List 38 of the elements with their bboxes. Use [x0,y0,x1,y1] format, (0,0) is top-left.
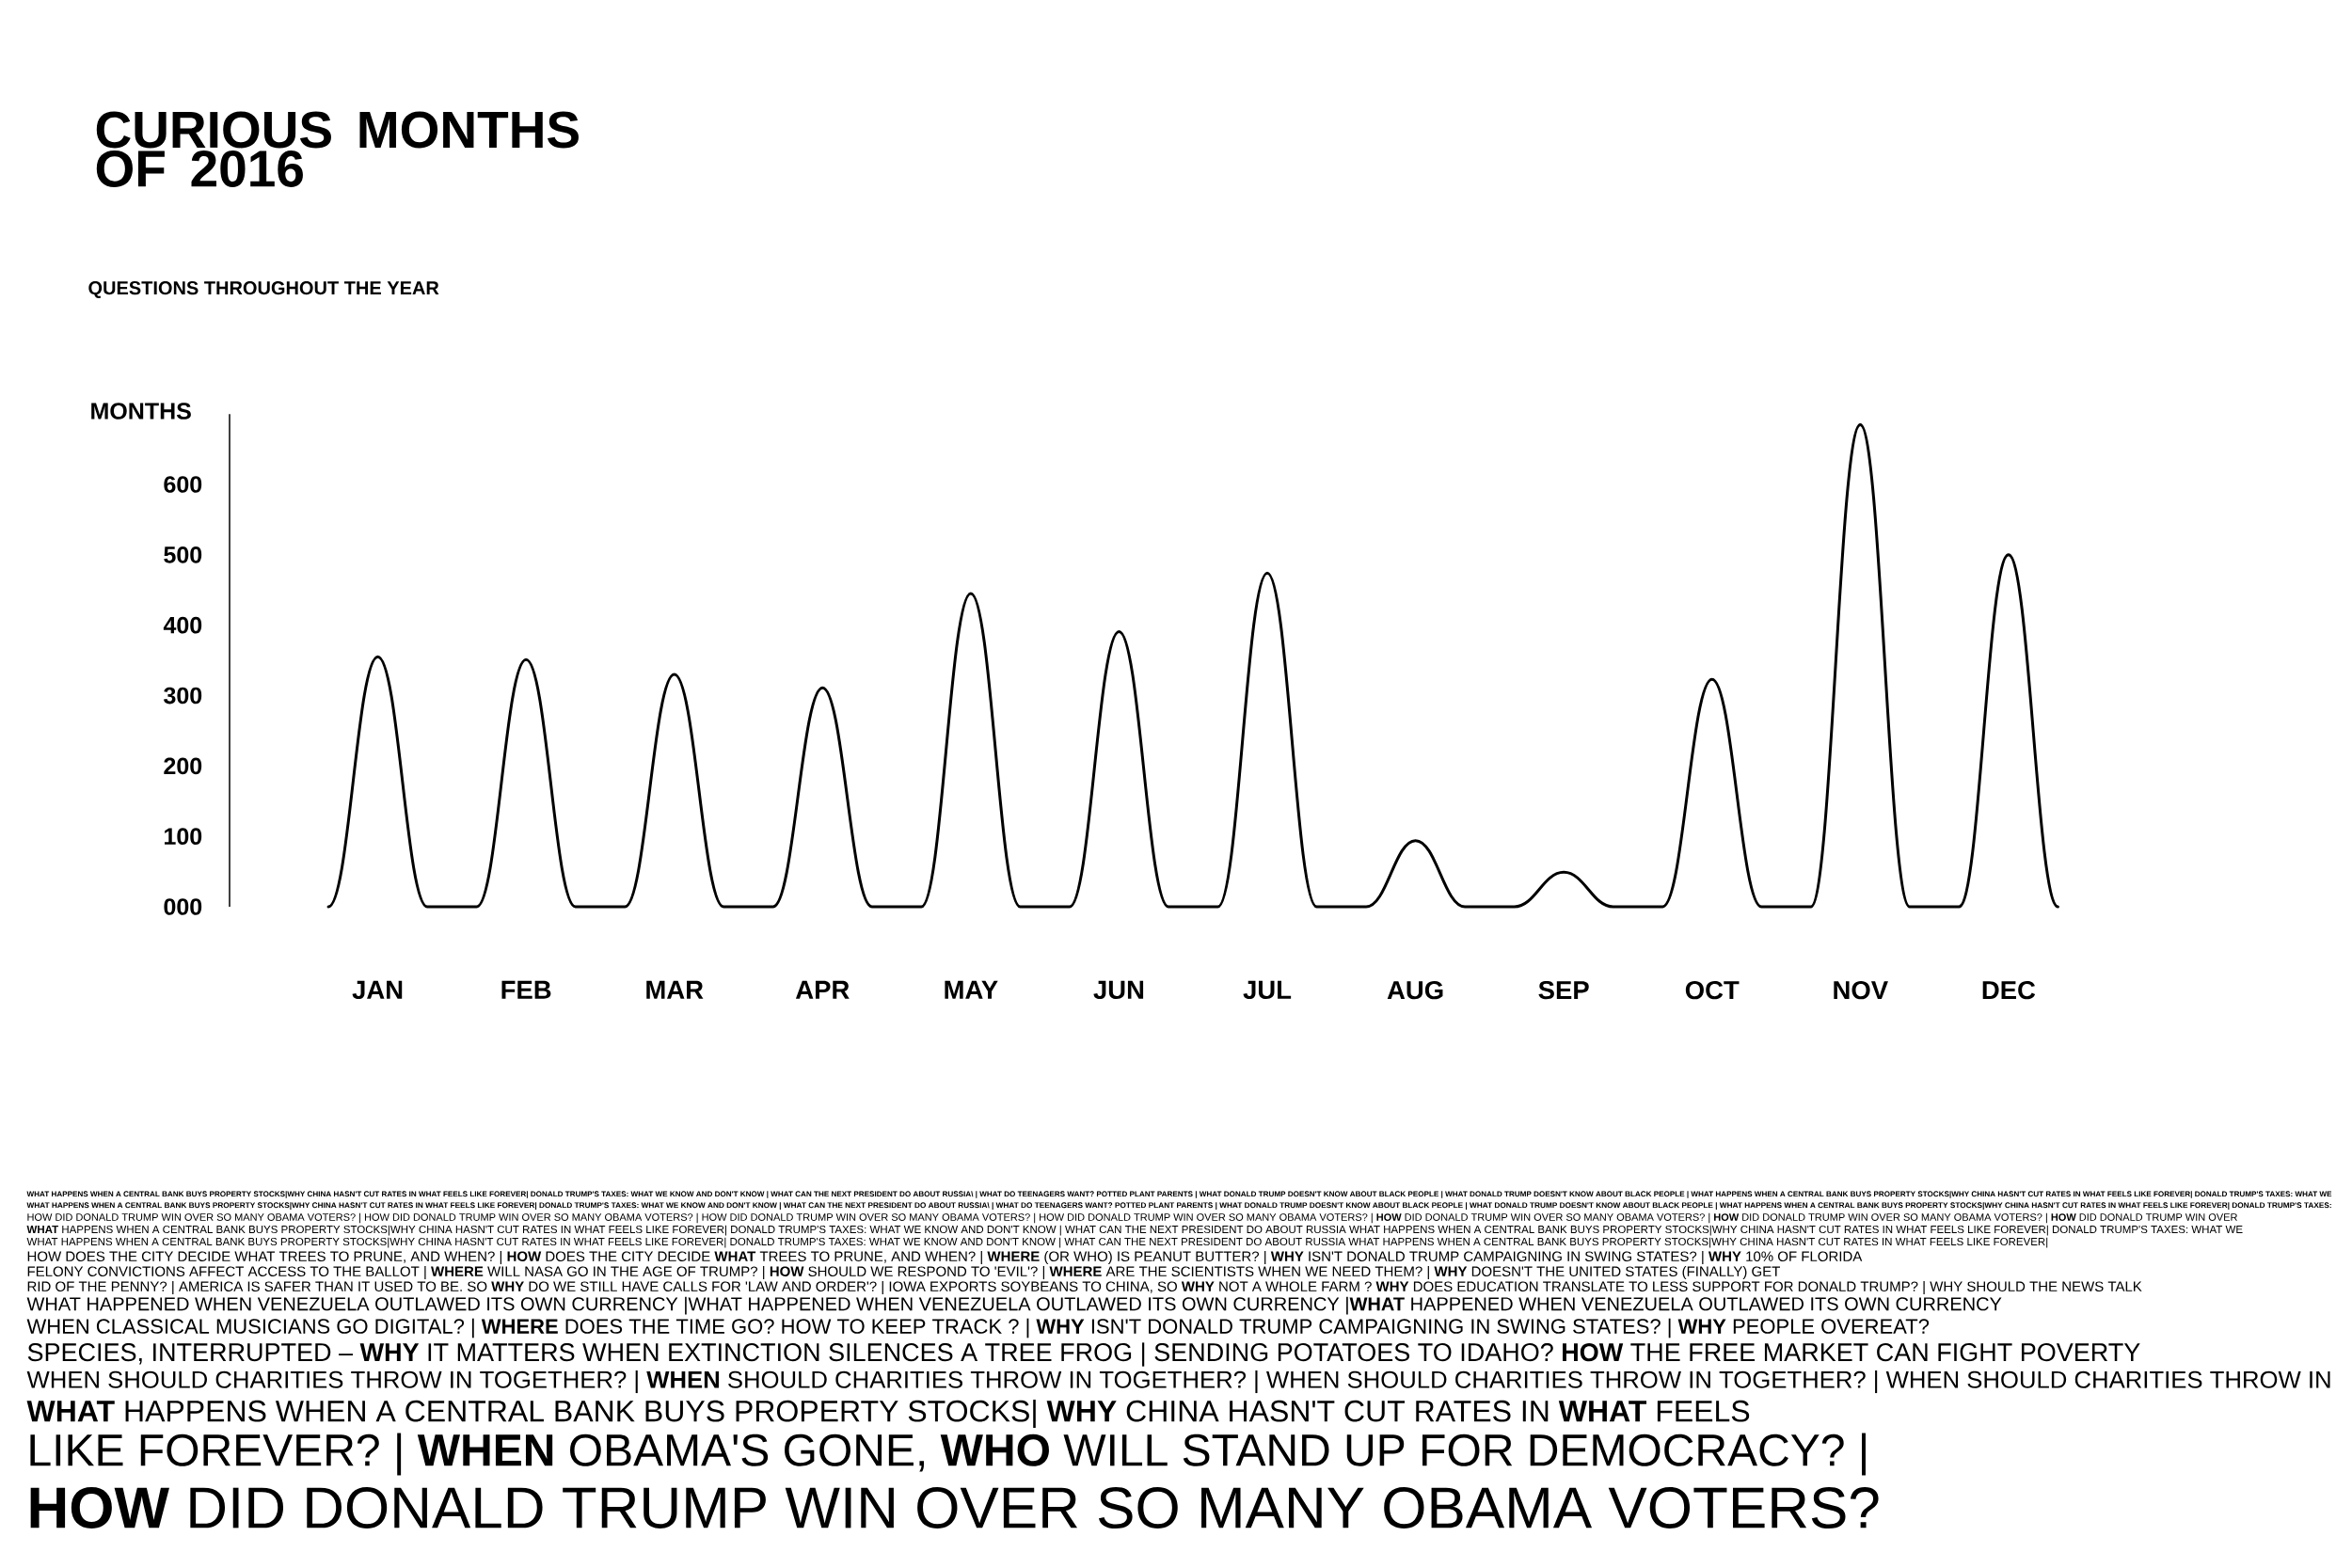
text: FELONY CONVICTIONS AFFECT ACCESS TO THE BALLOT | WHERE WILL NASA GO IN THE AGE OF TRUMP? | HOW SHOULD WE RESPOND TO 'EVIL'? | WHERE ARE THE SCIENTISTS WHEN WE NEED THEM? | WHY DOESN'T THE UNITED STATES (FINALLY) GET [27,1265,1780,1280]
y-tick-label: 400 [163,616,202,634]
line-series [326,422,2059,909]
y-tick-label: 000 [164,898,202,915]
x-tick-label: JAN [352,980,403,1000]
y-tick-label: 600 [164,476,202,493]
chart-title: CURIOUS MONTHS OF 2016 [96,111,579,187]
text: WHEN SHOULD CHARITIES THROW IN TOGETHER? | WHEN SHOULD CHARITIES THROW IN TOGETHER? | WHEN SHOULD CHARITIES THROW IN TOGETHER? | WHEN SHOULD CHARITIES THROW IN [26,1370,2330,1394]
y-tick-label: 300 [164,687,202,705]
y-tick-label: 100 [165,828,202,846]
y-tick-label: 500 [164,546,202,563]
text: WHEN CLASSICAL MUSICIANS GO DIGITAL? | WHERE DOES THE TIME GO? HOW TO KEEP TRACK ? | WHY ISN'T DONALD TRUMP CAMPAIGNING IN SWING STATES? | WHY PEOPLE OVEREAT? [26,1318,1930,1338]
text: WHAT HAPPENED WHEN VENEZUELA OUTLAWED ITS OWN CURRENCY |WHAT HAPPENED WHEN VENEZUELA OUTLAWED ITS OWN CURRENCY |WHAT HAPPENED WHEN VENEZUELA OUTLAWED ITS OWN CURRENCY [26,1296,2002,1315]
text: WHAT HAPPENS WHEN A CENTRAL BANK BUYS PROPERTY STOCKS|WHY CHINA HASN'T CUT RATES IN WHAT FEELS LIKE FOREVER| DONALD TRUMP'S TAXES: WHAT WE KNOW AND DON'T KNOW | WHAT CAN THE NEXT PRESIDENT DO ABOUT RUSSIA WHAT HAPPENS WHEN A CENTRAL BANK BUYS PROPERTY STOCKS|WHY CHINA HASN'T CUT RATES IN WHAT FEELS LIKE FOREVER| [26,1237,2048,1248]
text: WHAT HAPPENS WHEN A CENTRAL BANK BUYS PROPERTY STOCKS|WHY CHINA HASN'T CUT RATES IN WHAT FEELS LIKE FOREVER| DONALD TRUMP'S TAXES: WHAT WE KNOW AND DON'T KNOW | WHAT CAN THE NEXT PRESIDENT DO ABOUT RUSSIA\ | WHAT DO TEENAGERS WANT? POTTED PLANT PARENTS | WHAT DONALD TRUMP DOESN'T KNOW ABOUT BLACK PEOPLE | WHAT DONALD TRUMP DOESN'T KNOW ABOUT BLACK PEOPLE | WHAT HAPPENS WHEN A CENTRAL BANK BUYS PROPERTY STOCKS|WHY CHINA HASN'T CUT RATES IN WHAT FEELS LIKE FOREVER| DONALD TRUMP'S TAXES: WHAT WE [26,1191,2332,1198]
text: SPECIES, INTERRUPTED – WHY IT MATTERS WHEN EXTINCTION SILENCES A TREE FROG | SENDING POTATOES TO IDAHO? HOW THE FREE MARKET CAN FIGHT POVERTY [27,1342,2140,1367]
x-tick-label: JUL [1243,980,1292,1000]
x-tick-label: NOV [1834,980,1888,1000]
x-tick-label: MAY [945,980,998,999]
text: LIKE FOREVER? | WHEN OBAMA'S GONE, WHO WILL STAND UP FOR DEMOCRACY? | [30,1433,1866,1476]
x-tick-label: APR [795,980,850,999]
x-tick-label: FEB [501,980,551,999]
text: WHAT HAPPENS WHEN A CENTRAL BANK BUYS PROPERTY STOCKS| WHY CHINA HASN'T CUT RATES IN WHAT FEELS [26,1400,1750,1429]
chart-subtitle: QUESTIONS THROUGHOUT THE YEAR [88,281,439,298]
text: HOW DOES THE CITY DECIDE WHAT TREES TO PRUNE, AND WHEN? | HOW DOES THE CITY DECIDE WHAT TREES TO PRUNE, AND WHEN? | WHERE (OR WHO) IS PEANUT BUTTER? | WHY ISN'T DONALD TRUMP CAMPAIGNING IN SWING STATES? | WHY 10% OF FLORIDA [27,1250,1863,1265]
y-tick-label: 200 [164,757,202,775]
x-tick-label: AUG [1387,980,1443,1000]
x-tick-label: MAR [646,980,704,999]
x-tick-label: DEC [1982,980,2036,1000]
text: HOW DID DONALD TRUMP WIN OVER SO MANY OBAMA VOTERS? | HOW DID DONALD TRUMP WIN OVER SO MANY OBAMA VOTERS? | HOW DID DONALD TRUMP WIN OVER SO MANY OBAMA VOTERS? | HOW DID DONALD TRUMP WIN OVER SO MANY OBAMA VOTERS? | HOW DID DONALD TRUMP WIN OVER SO MANY OBAMA VOTERS? | HOW DID DONALD TRUMP WIN OVER SO MANY OBAMA VOTERS? | HOW DID DONALD TRUMP WIN OVER [27,1212,2237,1224]
text: WHAT HAPPENS WHEN A CENTRAL BANK BUYS PROPERTY STOCKS|WHY CHINA HASN'T CUT RATES IN WHAT FEELS LIKE FOREVER| DONALD TRUMP'S TAXES: WHAT WE KNOW AND DON'T KNOW | WHAT CAN THE NEXT PRESIDENT DO ABOUT RUSSIA WHAT HAPPENS WHEN A CENTRAL BANK BUYS PROPERTY STOCKS|WHY CHINA HASN'T CUT RATES IN WHAT FEELS LIKE FOREVER| DONALD TRUMP'S TAXES: WHAT WE [26,1225,2243,1236]
x-tick-label: OCT [1685,980,1740,1000]
x-tick-label: SEP [1538,980,1589,1000]
x-tick-label: JUN [1093,980,1144,1000]
text: HOW DID DONALD TRUMP WIN OVER SO MANY OBAMA VOTERS? [30,1487,1879,1528]
text: WHAT HAPPENS WHEN A CENTRAL BANK BUYS PROPERTY STOCKS|WHY CHINA HASN'T CUT RATES IN WHAT FEELS LIKE FOREVER| DONALD TRUMP'S TAXES: WHAT WE KNOW AND DON'T KNOW | WHAT CAN THE NEXT PRESIDENT DO ABOUT RUSSIA\ | WHAT DO TEENAGERS WANT? POTTED PLANT PARENTS | WHAT DONALD TRUMP DOESN'T KNOW ABOUT BLACK PEOPLE | WHAT DONALD TRUMP DOESN'T KNOW ABOUT BLACK PEOPLE | WHAT HAPPENS WHEN A CENTRAL BANK BUYS PROPERTY STOCKS|WHY CHINA HASN'T CUT RATES IN WHAT FEELS LIKE FOREVER| DONALD TRUMP'S TAXES: [26,1202,2331,1210]
text: RID OF THE PENNY? | AMERICA IS SAFER THAN IT USED TO BE. SO WHY DO WE STILL HAVE CALLS FOR 'LAW AND ORDER'? | IOWA EXPORTS SOYBEANS TO CHINA, SO WHY NOT A WHOLE FARM ? WHY DOES EDUCATION TRANSLATE TO LESS SUPPORT FOR DONALD TRUMP? | WHY SHOULD THE NEWS TALK [27,1280,2142,1295]
y-axis-title: MONTHS [91,403,191,420]
